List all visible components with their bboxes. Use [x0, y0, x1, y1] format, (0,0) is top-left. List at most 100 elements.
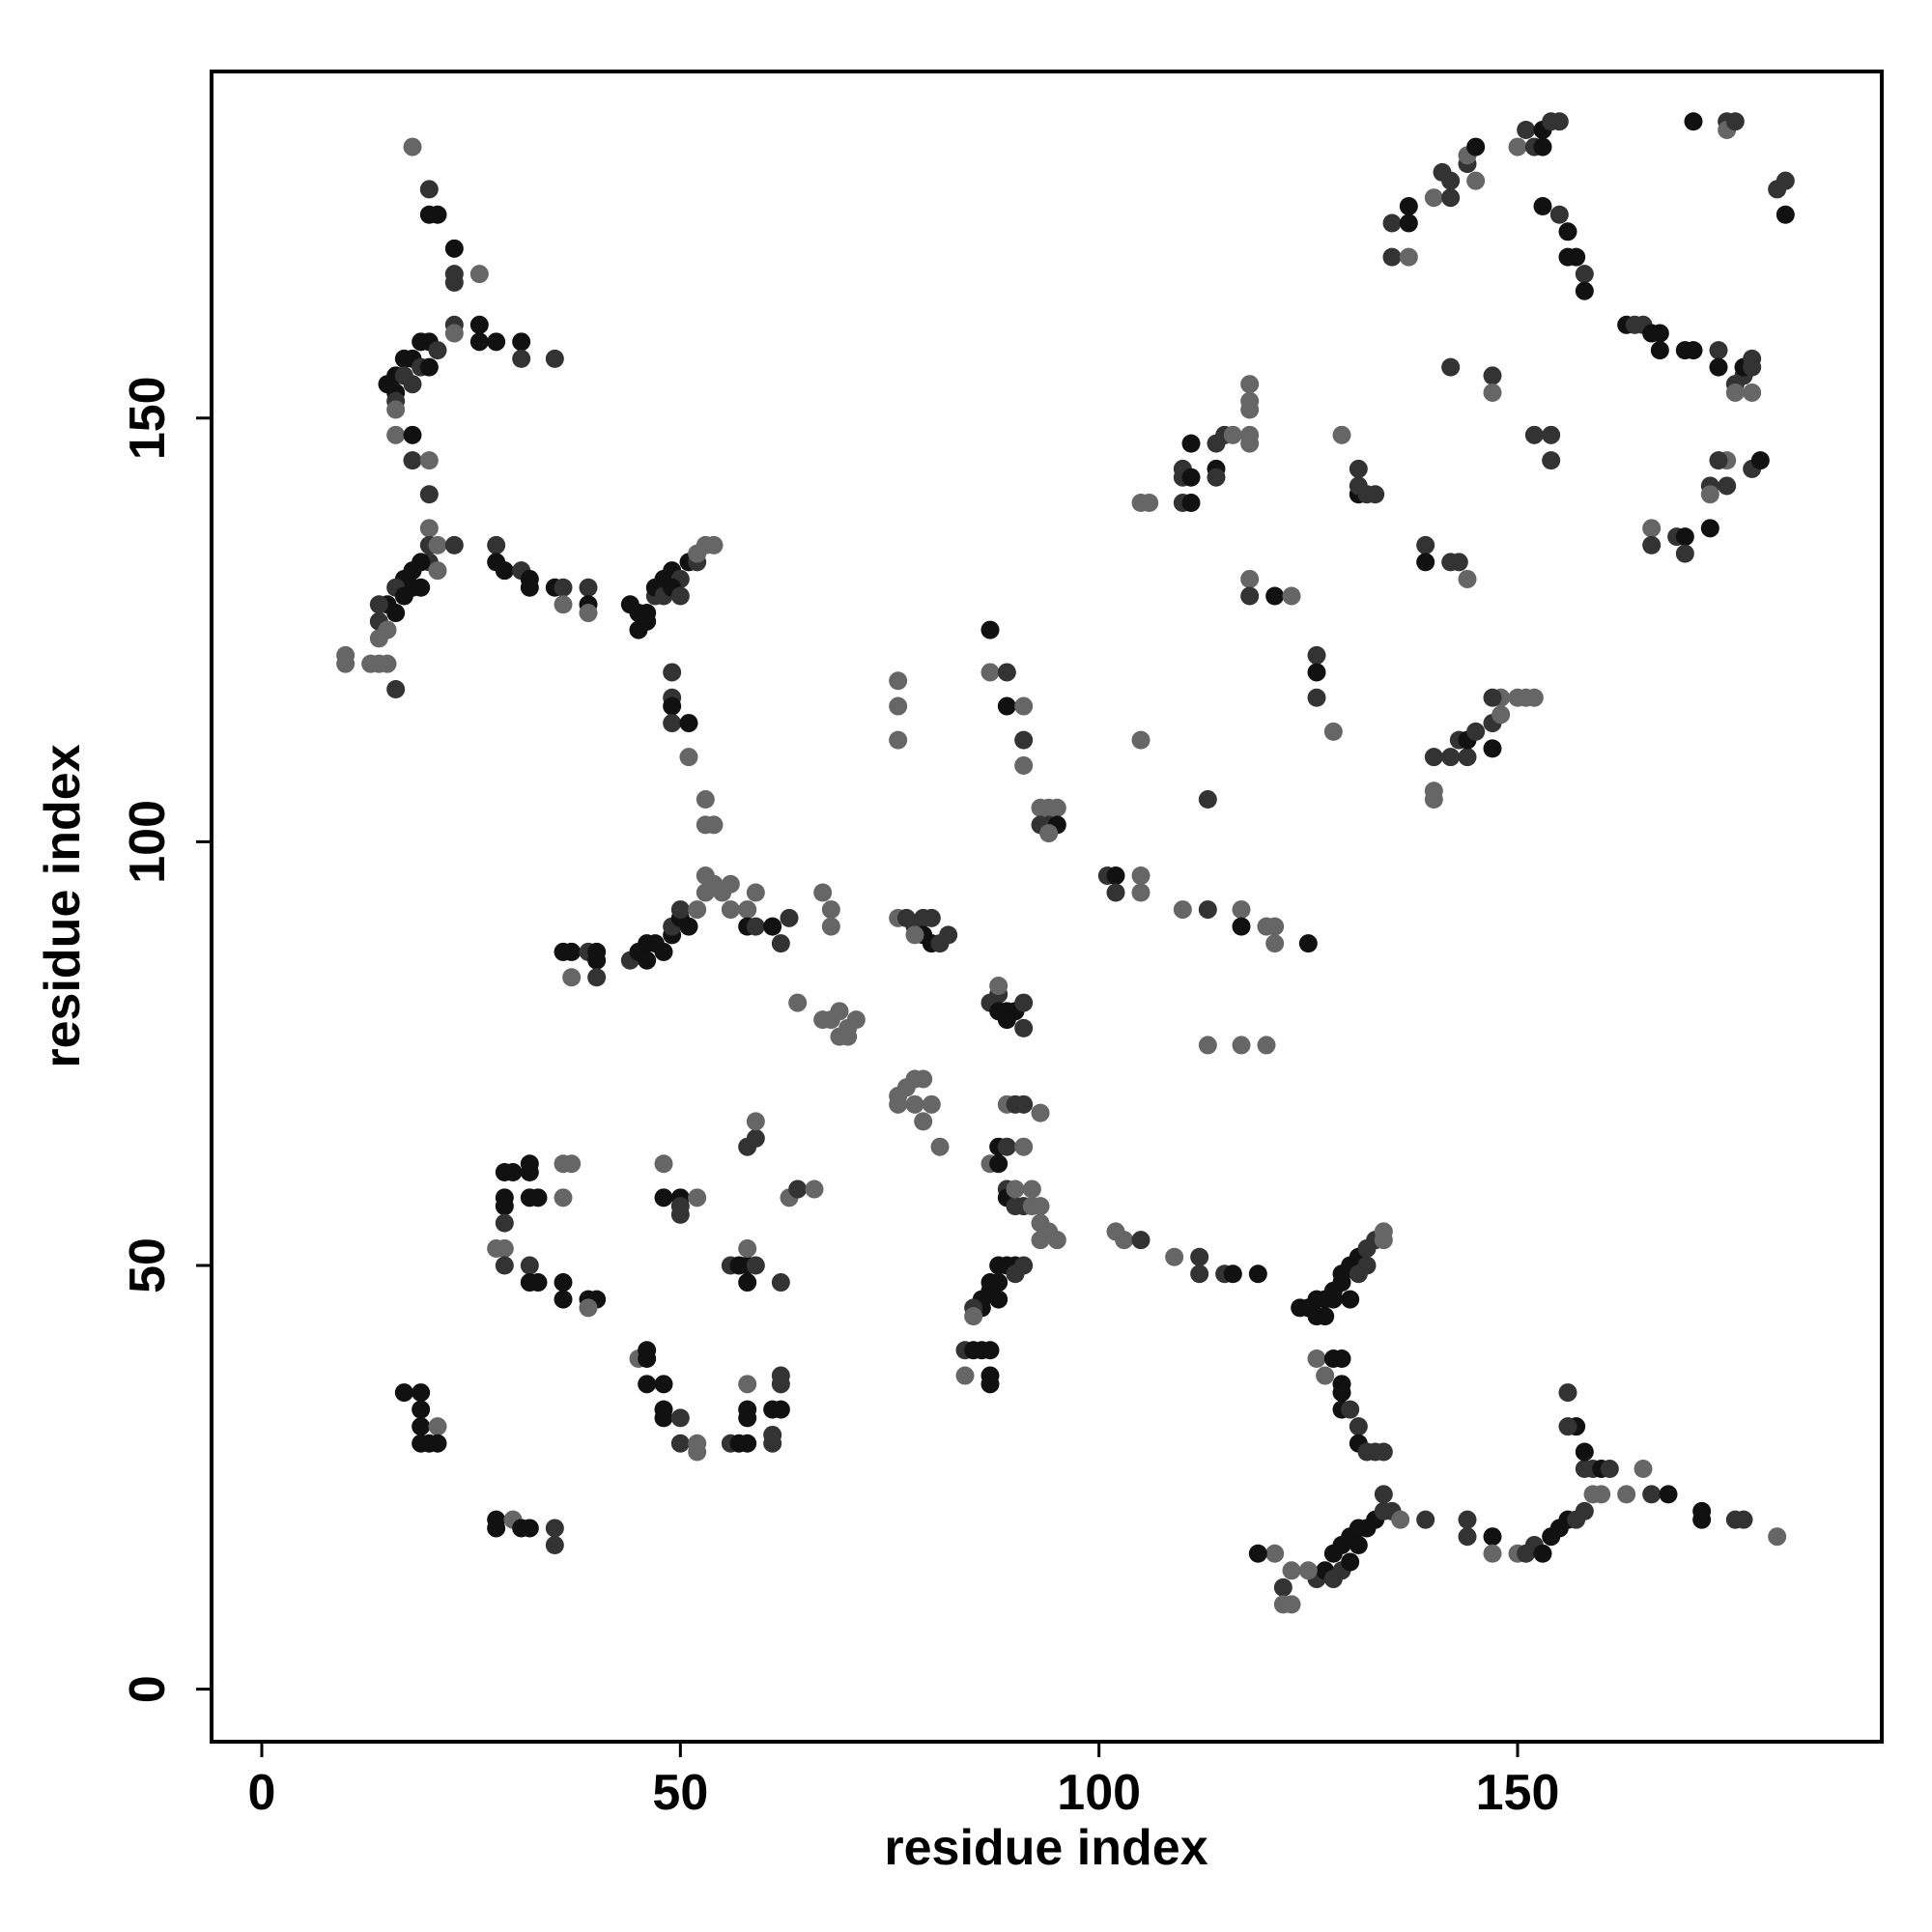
point [670, 1434, 690, 1453]
point [989, 977, 1009, 996]
point [1341, 1400, 1360, 1419]
point [419, 180, 439, 199]
point [428, 341, 447, 360]
point [638, 604, 657, 623]
point [889, 696, 908, 716]
point [1650, 341, 1669, 360]
point [1181, 494, 1201, 513]
point [1441, 748, 1461, 767]
point [1198, 1036, 1217, 1055]
point [746, 1128, 765, 1148]
point [846, 1010, 866, 1030]
point [562, 942, 582, 961]
point [554, 578, 573, 597]
point [1307, 688, 1326, 707]
point [696, 790, 715, 810]
point [495, 1256, 514, 1275]
point [821, 900, 840, 920]
point [738, 1400, 757, 1419]
point [1709, 341, 1728, 360]
point [495, 1213, 514, 1233]
plot-frame [210, 70, 1884, 1744]
point [512, 349, 531, 368]
point [1349, 1417, 1368, 1436]
point [1207, 468, 1226, 487]
point [1332, 425, 1351, 444]
point [688, 1434, 707, 1453]
point [1014, 1094, 1034, 1114]
point [495, 561, 514, 581]
point [704, 815, 724, 835]
point [419, 451, 439, 470]
point [830, 1002, 849, 1021]
point [587, 968, 607, 987]
point [1232, 900, 1251, 920]
point [1750, 451, 1770, 470]
point [1240, 375, 1260, 394]
point [394, 349, 413, 368]
point [955, 1366, 975, 1385]
point [1725, 383, 1745, 402]
point [562, 1154, 582, 1174]
point [654, 1408, 673, 1428]
point [721, 900, 740, 920]
point [1357, 1256, 1377, 1275]
point [1441, 357, 1461, 377]
point [386, 400, 406, 419]
point [638, 951, 657, 970]
point [1181, 468, 1201, 487]
point [670, 586, 690, 606]
point [428, 561, 447, 581]
point [444, 239, 464, 258]
point [1483, 383, 1502, 402]
point [654, 942, 673, 961]
point [1374, 1442, 1393, 1462]
y-tick-label: 50 [120, 1237, 176, 1293]
point [528, 1188, 548, 1208]
point [412, 578, 431, 597]
point [771, 1273, 790, 1293]
point [1282, 586, 1301, 606]
point [1734, 1510, 1753, 1529]
point [403, 137, 422, 156]
y-tick-label: 100 [120, 800, 176, 884]
point [939, 925, 958, 945]
point [1441, 171, 1461, 190]
point [1508, 137, 1527, 156]
point [412, 1400, 431, 1419]
point [394, 586, 413, 606]
point [997, 1137, 1016, 1156]
point [738, 900, 757, 920]
point [512, 332, 531, 352]
point [738, 1273, 757, 1293]
point [663, 714, 682, 733]
point [1047, 1231, 1066, 1250]
point [1031, 1197, 1050, 1216]
point [1240, 434, 1260, 453]
y-tick-label: 0 [120, 1675, 176, 1703]
point [688, 900, 707, 920]
point [562, 968, 582, 987]
point [412, 1383, 431, 1403]
point [1542, 425, 1561, 444]
point [1223, 425, 1242, 444]
point [1165, 1247, 1184, 1266]
point [1575, 1501, 1594, 1520]
point [1323, 722, 1343, 741]
point [1190, 1247, 1209, 1266]
point [1533, 137, 1552, 156]
point [545, 349, 564, 368]
point [1399, 196, 1418, 215]
point [1282, 1561, 1301, 1580]
point [980, 1375, 1000, 1394]
point [1248, 1544, 1267, 1563]
point [1115, 1231, 1134, 1250]
point [495, 1197, 514, 1216]
point [980, 1341, 1000, 1360]
point [386, 679, 406, 698]
point [763, 1425, 782, 1444]
point [1549, 112, 1569, 131]
point [1483, 688, 1502, 707]
